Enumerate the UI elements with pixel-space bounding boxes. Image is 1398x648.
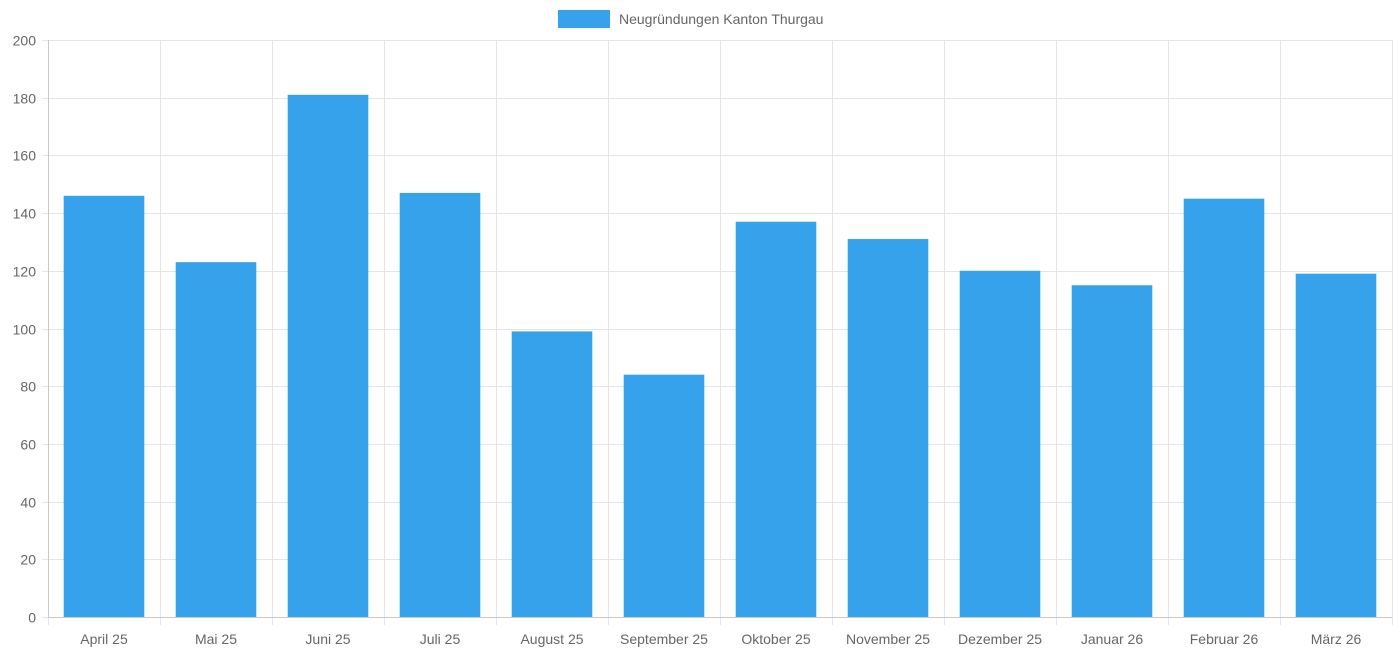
- x-tick-label: November 25: [846, 631, 930, 647]
- x-tick-label: Oktober 25: [741, 631, 810, 647]
- bar[interactable]: [623, 374, 705, 617]
- legend-label[interactable]: Neugründungen Kanton Thurgau: [619, 11, 823, 27]
- y-tick-label: 200: [13, 33, 37, 49]
- y-tick-label: 140: [13, 206, 37, 222]
- bar[interactable]: [175, 262, 257, 617]
- x-tick-label: April 25: [80, 631, 128, 647]
- x-axis-ticks: April 25 Mai 25 Juni 25 Juli 25 August 25 Sep…: [80, 631, 1361, 647]
- y-tick-label: 60: [20, 437, 36, 453]
- y-tick-label: 120: [13, 264, 37, 280]
- y-tick-label: 40: [20, 495, 36, 511]
- x-tick-label: Mai 25: [195, 631, 237, 647]
- y-tick-label: 80: [20, 379, 36, 395]
- x-tick-label: Dezember 25: [958, 631, 1042, 647]
- x-tick-label: Juli 25: [420, 631, 461, 647]
- y-tick-label: 0: [28, 610, 36, 626]
- x-tick-label: September 25: [620, 631, 708, 647]
- bar[interactable]: [287, 94, 369, 617]
- x-tick-label: Juni 25: [305, 631, 350, 647]
- bar[interactable]: [399, 192, 481, 617]
- axes: [48, 40, 1392, 618]
- x-tick-label: März 26: [1311, 631, 1362, 647]
- x-tick-label: August 25: [520, 631, 583, 647]
- x-tick-label: Januar 26: [1081, 631, 1143, 647]
- y-tick-label: 20: [20, 552, 36, 568]
- bar[interactable]: [1071, 285, 1153, 617]
- bar[interactable]: [735, 221, 817, 617]
- y-tick-label: 100: [13, 322, 37, 338]
- bar[interactable]: [1295, 273, 1377, 617]
- bar[interactable]: [511, 331, 593, 617]
- legend[interactable]: Neugründungen Kanton Thurgau: [558, 10, 823, 28]
- y-axis-ticks: 0 20 40 60 80 100 120 140 160 180 200: [13, 33, 48, 626]
- y-tick-label: 160: [13, 148, 37, 164]
- legend-swatch[interactable]: [558, 10, 610, 28]
- bar[interactable]: [1183, 198, 1265, 617]
- bars: [63, 94, 1377, 618]
- y-tick-label: 180: [13, 91, 37, 107]
- gridlines: [48, 40, 1393, 625]
- bar[interactable]: [959, 270, 1041, 617]
- bar[interactable]: [847, 239, 929, 617]
- bar[interactable]: [63, 195, 145, 618]
- x-tick-label: Februar 26: [1190, 631, 1259, 647]
